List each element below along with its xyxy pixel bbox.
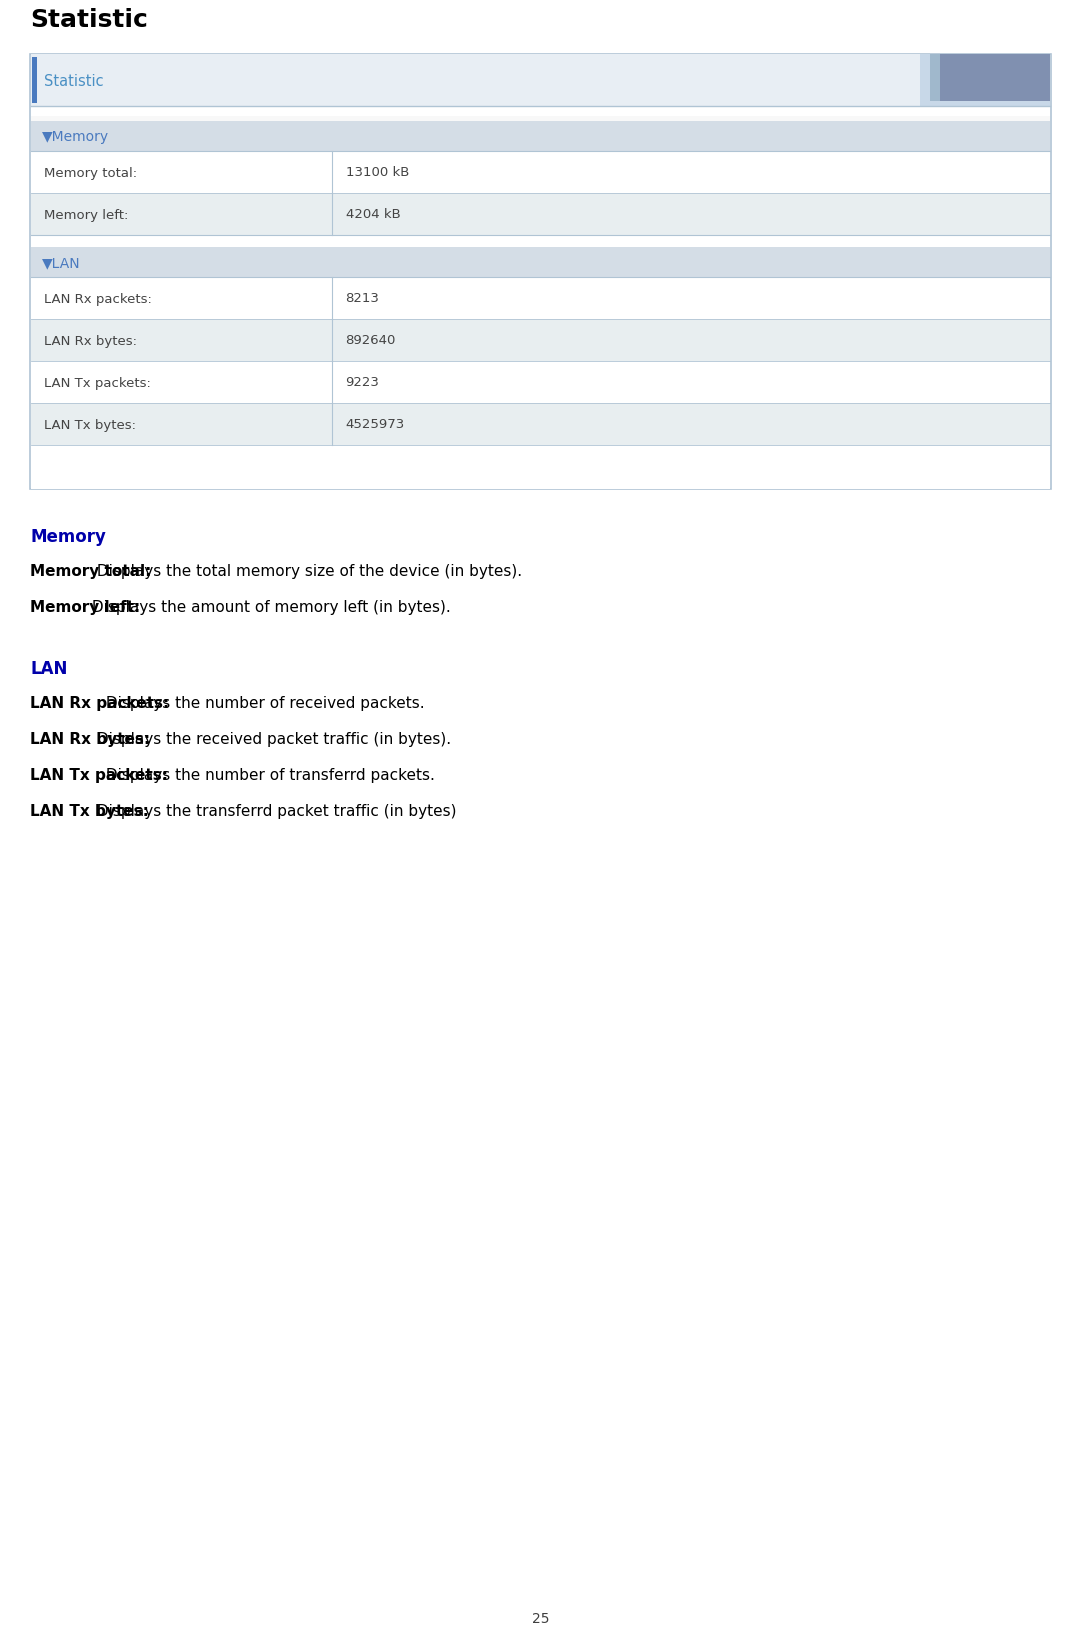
Text: Memory total:: Memory total: [44, 167, 137, 179]
Bar [31, 236, 1050, 247]
Bar [31, 121, 1050, 152]
Text: Statistic: Statistic [44, 74, 104, 89]
Text: LAN Tx bytes:: LAN Tx bytes: [30, 803, 149, 818]
Text: 13100 kB: 13100 kB [346, 167, 409, 179]
Bar [32, 57, 37, 103]
Bar [31, 403, 1050, 446]
Bar [31, 362, 1050, 403]
Text: LAN Tx bytes:: LAN Tx bytes: [44, 418, 136, 431]
Bar [31, 152, 1050, 193]
Bar [31, 56, 1050, 107]
Bar [31, 193, 1050, 236]
Bar [31, 116, 1050, 121]
Text: LAN Rx bytes:: LAN Rx bytes: [44, 334, 137, 347]
Text: 4525973: 4525973 [346, 418, 405, 431]
Text: 4204 kB: 4204 kB [346, 208, 400, 221]
Text: Displays the number of transferrd packets.: Displays the number of transferrd packet… [102, 767, 436, 782]
Bar [31, 279, 1050, 320]
Text: 25: 25 [532, 1611, 549, 1624]
Text: Displays the transferrd packet traffic (in bytes): Displays the transferrd packet traffic (… [92, 803, 456, 818]
Text: LAN Tx packets:: LAN Tx packets: [30, 767, 168, 782]
Text: LAN Tx packets:: LAN Tx packets: [44, 377, 151, 390]
Text: LAN Rx packets:: LAN Rx packets: [30, 695, 170, 711]
Text: Memory left:: Memory left: [30, 600, 141, 615]
Bar [920, 56, 1050, 107]
Text: Memory: Memory [30, 528, 106, 546]
Text: Displays the received packet traffic (in bytes).: Displays the received packet traffic (in… [92, 731, 451, 746]
Text: LAN Rx bytes:: LAN Rx bytes: [30, 731, 150, 746]
Text: ▼Memory: ▼Memory [42, 129, 109, 144]
Text: 9223: 9223 [346, 377, 379, 390]
Text: Displays the number of received packets.: Displays the number of received packets. [102, 695, 425, 711]
Bar [31, 247, 1050, 279]
Text: Displays the total memory size of the device (in bytes).: Displays the total memory size of the de… [92, 564, 522, 579]
Bar [30, 56, 1051, 490]
Text: LAN Rx packets:: LAN Rx packets: [44, 292, 151, 305]
Text: 892640: 892640 [346, 334, 396, 347]
Bar [31, 320, 1050, 362]
Bar [930, 56, 1050, 102]
Text: Statistic: Statistic [30, 8, 148, 33]
Text: LAN: LAN [30, 659, 67, 677]
Text: Displays the amount of memory left (in bytes).: Displays the amount of memory left (in b… [88, 600, 451, 615]
Text: 8213: 8213 [346, 292, 379, 305]
Bar [940, 56, 1050, 102]
Text: Memory left:: Memory left: [44, 208, 129, 221]
Text: ▼LAN: ▼LAN [42, 256, 81, 270]
Bar [31, 446, 1050, 490]
Text: Memory total:: Memory total: [30, 564, 151, 579]
